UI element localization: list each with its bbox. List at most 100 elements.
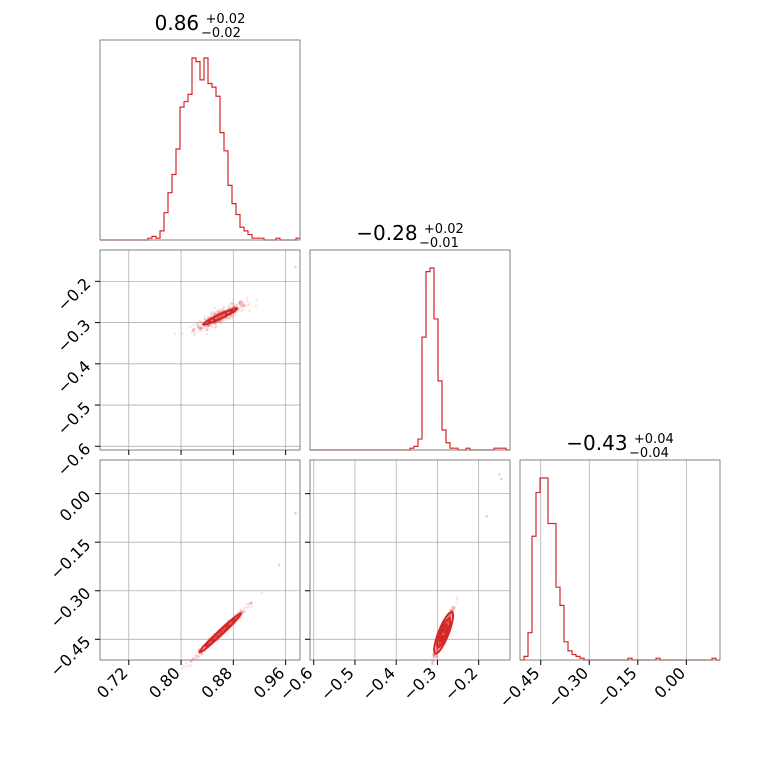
sample-point — [196, 655, 200, 659]
sample-point — [214, 325, 218, 329]
sample-point — [231, 314, 234, 317]
sample-point — [192, 328, 195, 331]
sample-point — [240, 310, 243, 313]
sample-point — [449, 608, 452, 612]
sample-point — [231, 302, 234, 305]
sample-point — [199, 325, 203, 329]
sample-point — [220, 320, 223, 323]
sample-point — [238, 301, 241, 304]
x-tick-label: −0.2 — [441, 663, 482, 704]
x-tick-label: −0.4 — [358, 663, 399, 704]
sample-point — [239, 305, 243, 308]
sample-point — [219, 631, 222, 635]
sample-point — [213, 312, 216, 315]
sample-point — [219, 322, 222, 325]
sample-point — [198, 326, 201, 330]
title-param-1-plus: +0.02 — [206, 12, 246, 27]
y-tick-label: −0.30 — [46, 584, 94, 632]
sample-point — [448, 615, 451, 618]
sample-point — [234, 303, 237, 307]
sample-point — [441, 633, 445, 637]
sample-point — [233, 305, 237, 308]
panel-scatter-param1-param2: −0.6−0.5−0.4−0.3−0.2 — [53, 249, 301, 480]
histogram-step-line — [100, 57, 300, 241]
sample-point — [184, 661, 188, 665]
sample-point — [221, 629, 224, 632]
y-tick-label: −0.3 — [53, 316, 94, 357]
sample-point — [207, 324, 210, 328]
sample-point — [240, 301, 244, 305]
sample-point — [447, 614, 451, 618]
sample-point — [443, 630, 446, 633]
sample-point — [221, 313, 224, 317]
sample-point — [218, 315, 222, 318]
sample-point — [229, 314, 233, 318]
sample-point — [443, 629, 447, 632]
sample-point — [206, 316, 210, 319]
sample-points — [173, 265, 297, 337]
sample-point — [441, 633, 445, 636]
sample-point — [248, 602, 251, 605]
sample-point — [217, 632, 221, 636]
sample-point — [204, 326, 207, 329]
sample-point — [449, 613, 453, 616]
sample-point — [432, 654, 436, 658]
sample-point — [443, 629, 446, 632]
sample-point — [190, 660, 193, 664]
sample-point — [432, 655, 436, 659]
sample-point — [227, 304, 230, 308]
sample-point — [212, 311, 216, 315]
title-param-2: −0.28 +0.02 — [356, 221, 464, 245]
sample-point — [442, 629, 446, 633]
sample-point — [192, 330, 195, 333]
sample-point — [432, 654, 436, 658]
sample-point — [211, 325, 214, 329]
sample-point — [249, 601, 253, 605]
sample-point — [449, 608, 453, 611]
axes-frame — [99, 459, 301, 661]
title-param-3-plus: +0.04 — [634, 432, 674, 447]
sample-point — [211, 646, 215, 649]
sample-point — [194, 656, 197, 659]
sample-point — [210, 312, 214, 316]
y-tick-label: 0.00 — [56, 487, 95, 526]
sample-point — [219, 630, 223, 634]
sample-point — [228, 317, 231, 321]
sample-point — [447, 619, 450, 623]
sample-point — [452, 607, 456, 610]
sample-point — [221, 629, 224, 633]
sample-point — [242, 303, 245, 306]
sample-point — [455, 601, 458, 605]
contour-level — [202, 307, 239, 326]
sample-point — [455, 598, 459, 601]
histogram-step-line — [520, 477, 720, 661]
sample-point — [191, 328, 195, 332]
sample-point — [434, 655, 438, 659]
sample-point — [240, 300, 243, 303]
sample-point — [254, 304, 258, 308]
x-tick-label: −0.6 — [276, 663, 317, 704]
sample-point — [431, 662, 435, 666]
title-param-2-plus: +0.02 — [424, 222, 464, 237]
sample-point — [214, 323, 218, 327]
sample-point — [238, 300, 242, 304]
y-tick-label: −0.6 — [53, 439, 94, 480]
sample-point — [216, 633, 220, 636]
sample-point — [246, 606, 250, 610]
sample-point — [240, 609, 243, 613]
panel-scatter-param2-param3: −0.6 −0.5 −0.4 −0.3 −0.2 — [276, 459, 511, 704]
sample-point — [441, 634, 445, 637]
sample-point — [449, 614, 452, 617]
title-param-1-minus: −0.02 — [201, 26, 241, 41]
sample-point — [435, 648, 438, 652]
sample-point — [436, 654, 439, 658]
sample-point — [446, 620, 450, 624]
x-tick-label: 0.80 — [145, 663, 184, 702]
sample-point — [220, 308, 223, 312]
sample-point — [203, 317, 206, 321]
sample-point — [201, 329, 204, 333]
sample-point — [239, 302, 243, 306]
y-tick-label: −0.5 — [53, 398, 94, 439]
x-tick-label: 0.00 — [651, 663, 690, 702]
